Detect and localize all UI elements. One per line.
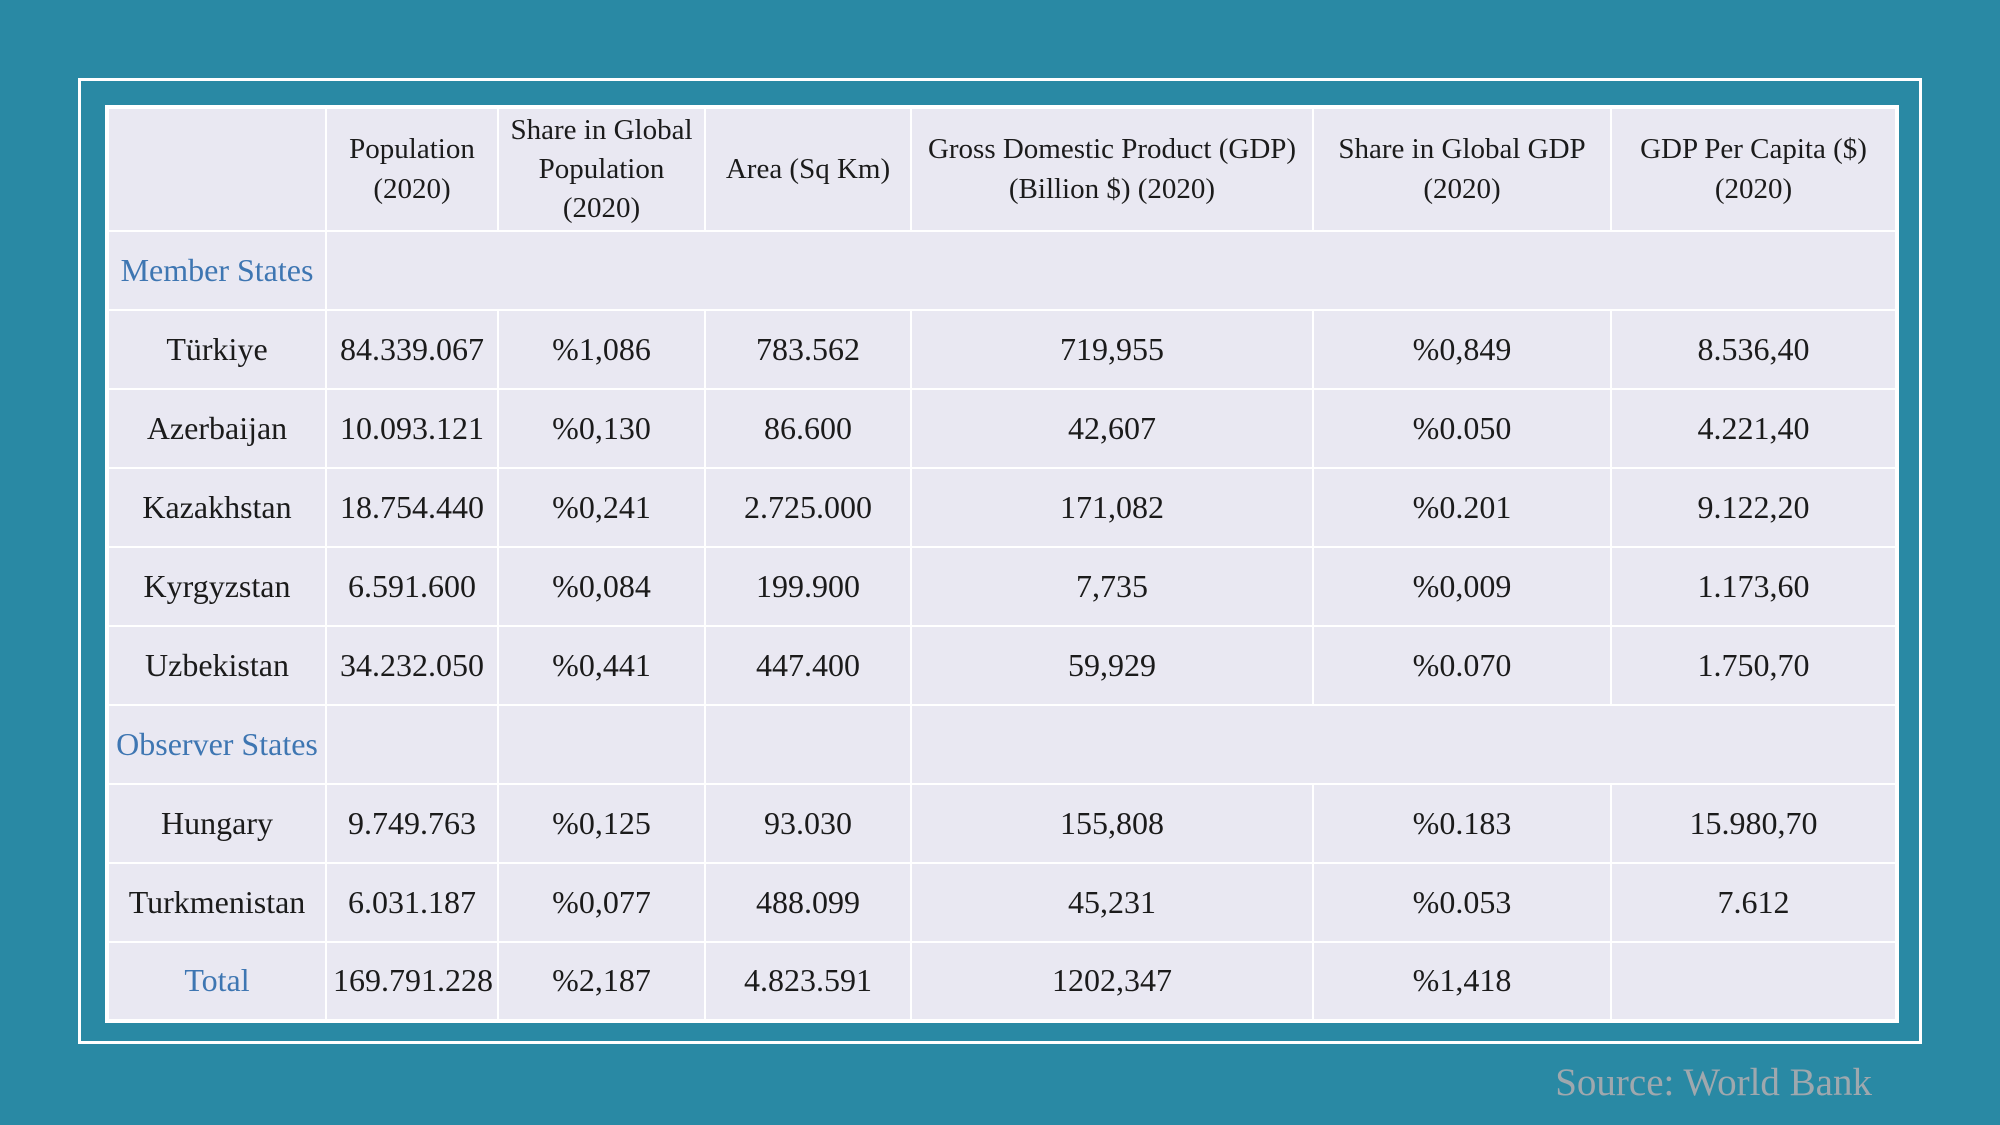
column-header-1: Population (2020)	[325, 106, 499, 232]
row-uzbekistan-cell-2: %0,441	[497, 625, 706, 706]
observer-states-header-cell-2	[497, 704, 706, 785]
row-kyrgyzstan: Kyrgyzstan 6.591.600 %0,084 199.900 7,735 %0,…	[106, 546, 1898, 627]
member-states-header-cell-0: Member States	[106, 230, 327, 311]
row-azerbaijan-cell-4: 42,607	[910, 388, 1314, 469]
row-kazakhstan-cell-2: %0,241	[497, 467, 706, 548]
row-turkmenistan-cell-6: 7.612	[1610, 862, 1898, 943]
row-turkmenistan-cell-3: 488.099	[704, 862, 912, 943]
column-header-6: GDP Per Capita ($) (2020)	[1610, 106, 1898, 232]
row-kazakhstan-cell-0: Kazakhstan	[106, 467, 327, 548]
row-uzbekistan-cell-6: 1.750,70	[1610, 625, 1898, 706]
row-uzbekistan-cell-5: %0.070	[1312, 625, 1612, 706]
observer-states-header-cell-3	[704, 704, 912, 785]
row-turkiye-cell-0: Türkiye	[106, 309, 327, 390]
row-kyrgyzstan-cell-3: 199.900	[704, 546, 912, 627]
row-azerbaijan-cell-2: %0,130	[497, 388, 706, 469]
source-note: Source: World Bank	[1555, 1061, 1872, 1104]
row-total-cell-6	[1610, 941, 1898, 1022]
observer-states-header: Observer States	[106, 704, 1898, 785]
row-azerbaijan-cell-6: 4.221,40	[1610, 388, 1898, 469]
row-azerbaijan-cell-5: %0.050	[1312, 388, 1612, 469]
row-turkmenistan-cell-1: 6.031.187	[325, 862, 499, 943]
row-total-cell-0: Total	[106, 941, 327, 1022]
row-kyrgyzstan-cell-6: 1.173,60	[1610, 546, 1898, 627]
row-turkmenistan-cell-0: Turkmenistan	[106, 862, 327, 943]
member-states-header-cell-1	[325, 230, 1898, 311]
row-hungary-cell-0: Hungary	[106, 783, 327, 864]
row-turkmenistan-cell-5: %0.053	[1312, 862, 1612, 943]
row-total-cell-1: 169.791.228	[325, 941, 499, 1022]
row-turkiye: Türkiye 84.339.067 %1,086 783.562 719,955 %0,…	[106, 309, 1898, 390]
row-turkiye-cell-1: 84.339.067	[325, 309, 499, 390]
turkic-states-statistics-table: Population (2020) Share in Global Populat…	[105, 105, 1899, 1023]
row-turkmenistan-cell-4: 45,231	[910, 862, 1314, 943]
row-kyrgyzstan-cell-0: Kyrgyzstan	[106, 546, 327, 627]
row-kyrgyzstan-cell-1: 6.591.600	[325, 546, 499, 627]
table-body: Member States Türkiye 84.339.067 %1,086 783.…	[106, 230, 1898, 1022]
row-hungary: Hungary 9.749.763 %0,125 93.030 155,808 %0.18…	[106, 783, 1898, 864]
header-row: Population (2020) Share in Global Populat…	[106, 106, 1898, 232]
row-uzbekistan-cell-4: 59,929	[910, 625, 1314, 706]
row-kazakhstan-cell-5: %0.201	[1312, 467, 1612, 548]
column-header-0	[106, 106, 327, 232]
row-turkmenistan: Turkmenistan 6.031.187 %0,077 488.099 45,231…	[106, 862, 1898, 943]
row-kazakhstan-cell-1: 18.754.440	[325, 467, 499, 548]
row-turkmenistan-cell-2: %0,077	[497, 862, 706, 943]
observer-states-header-cell-1	[325, 704, 499, 785]
row-uzbekistan-cell-3: 447.400	[704, 625, 912, 706]
member-states-header: Member States	[106, 230, 1898, 311]
row-uzbekistan-cell-1: 34.232.050	[325, 625, 499, 706]
row-turkiye-cell-2: %1,086	[497, 309, 706, 390]
row-hungary-cell-4: 155,808	[910, 783, 1314, 864]
observer-states-header-cell-4	[910, 704, 1898, 785]
row-uzbekistan-cell-0: Uzbekistan	[106, 625, 327, 706]
row-azerbaijan: Azerbaijan 10.093.121 %0,130 86.600 42,607 %0…	[106, 388, 1898, 469]
row-hungary-cell-1: 9.749.763	[325, 783, 499, 864]
outer-frame	[78, 78, 1922, 1044]
table-header-row: Population (2020) Share in Global Populat…	[106, 106, 1898, 232]
row-azerbaijan-cell-1: 10.093.121	[325, 388, 499, 469]
column-header-2: Share in Global Population (2020)	[497, 106, 706, 232]
row-hungary-cell-3: 93.030	[704, 783, 912, 864]
row-turkiye-cell-6: 8.536,40	[1610, 309, 1898, 390]
row-uzbekistan: Uzbekistan 34.232.050 %0,441 447.400 59,929%…	[106, 625, 1898, 706]
row-kazakhstan: Kazakhstan 18.754.440 %0,241 2.725.000 171,0…	[106, 467, 1898, 548]
observer-states-header-cell-0: Observer States	[106, 704, 327, 785]
row-hungary-cell-2: %0,125	[497, 783, 706, 864]
row-total-cell-3: 4.823.591	[704, 941, 912, 1022]
row-total-cell-4: 1202,347	[910, 941, 1314, 1022]
column-header-5: Share in Global GDP (2020)	[1312, 106, 1612, 232]
column-header-4: Gross Domestic Product (GDP) (Billion $)…	[910, 106, 1314, 232]
row-total-cell-2: %2,187	[497, 941, 706, 1022]
row-total-cell-5: %1,418	[1312, 941, 1612, 1022]
row-turkiye-cell-5: %0,849	[1312, 309, 1612, 390]
row-kazakhstan-cell-3: 2.725.000	[704, 467, 912, 548]
column-header-3: Area (Sq Km)	[704, 106, 912, 232]
row-azerbaijan-cell-3: 86.600	[704, 388, 912, 469]
row-kazakhstan-cell-6: 9.122,20	[1610, 467, 1898, 548]
row-kyrgyzstan-cell-2: %0,084	[497, 546, 706, 627]
row-total: Total 169.791.228 %2,187 4.823.591 1202,347%…	[106, 941, 1898, 1022]
row-hungary-cell-5: %0.183	[1312, 783, 1612, 864]
row-hungary-cell-6: 15.980,70	[1610, 783, 1898, 864]
row-kyrgyzstan-cell-4: 7,735	[910, 546, 1314, 627]
row-turkiye-cell-4: 719,955	[910, 309, 1314, 390]
row-kazakhstan-cell-4: 171,082	[910, 467, 1314, 548]
row-azerbaijan-cell-0: Azerbaijan	[106, 388, 327, 469]
row-kyrgyzstan-cell-5: %0,009	[1312, 546, 1612, 627]
row-turkiye-cell-3: 783.562	[704, 309, 912, 390]
